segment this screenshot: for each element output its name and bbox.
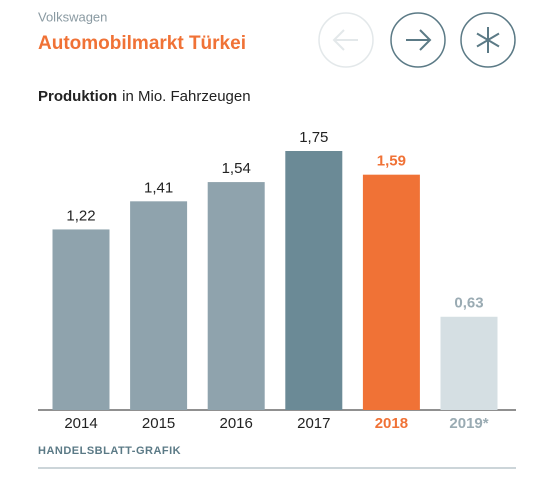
value-label: 1,54 [222, 160, 251, 177]
value-label: 1,75 [299, 129, 328, 146]
prev-button[interactable] [318, 12, 374, 68]
x-tick-label: 2016 [220, 415, 253, 432]
bar [440, 316, 498, 410]
value-label: 0,63 [454, 295, 483, 312]
value-label: 1,41 [144, 179, 173, 196]
bar [207, 182, 265, 410]
subtitle-bold: Produktion [38, 88, 117, 105]
x-tick-label: 2018 [375, 415, 408, 432]
value-label: 1,22 [66, 207, 95, 224]
subtitle-rest: in Mio. Fahrzeugen [122, 88, 250, 105]
x-tick-label: 2017 [297, 415, 330, 432]
source: HANDELSBLATT-GRAFIK [38, 445, 181, 457]
value-label: 1,59 [377, 153, 406, 170]
kicker: Volkswagen [38, 9, 107, 24]
chart-title: Automobilmarkt Türkei [38, 33, 246, 54]
next-button[interactable] [390, 12, 446, 68]
subtitle: Produktion in Mio. Fahrzeugen [38, 88, 251, 105]
x-tick-label: 2014 [64, 415, 97, 432]
bar [130, 201, 188, 410]
bar [52, 229, 110, 410]
x-tick-label: 2019* [449, 415, 488, 432]
bar [362, 174, 420, 410]
bar [285, 151, 343, 410]
menu-button[interactable] [460, 12, 516, 68]
x-tick-label: 2015 [142, 415, 175, 432]
